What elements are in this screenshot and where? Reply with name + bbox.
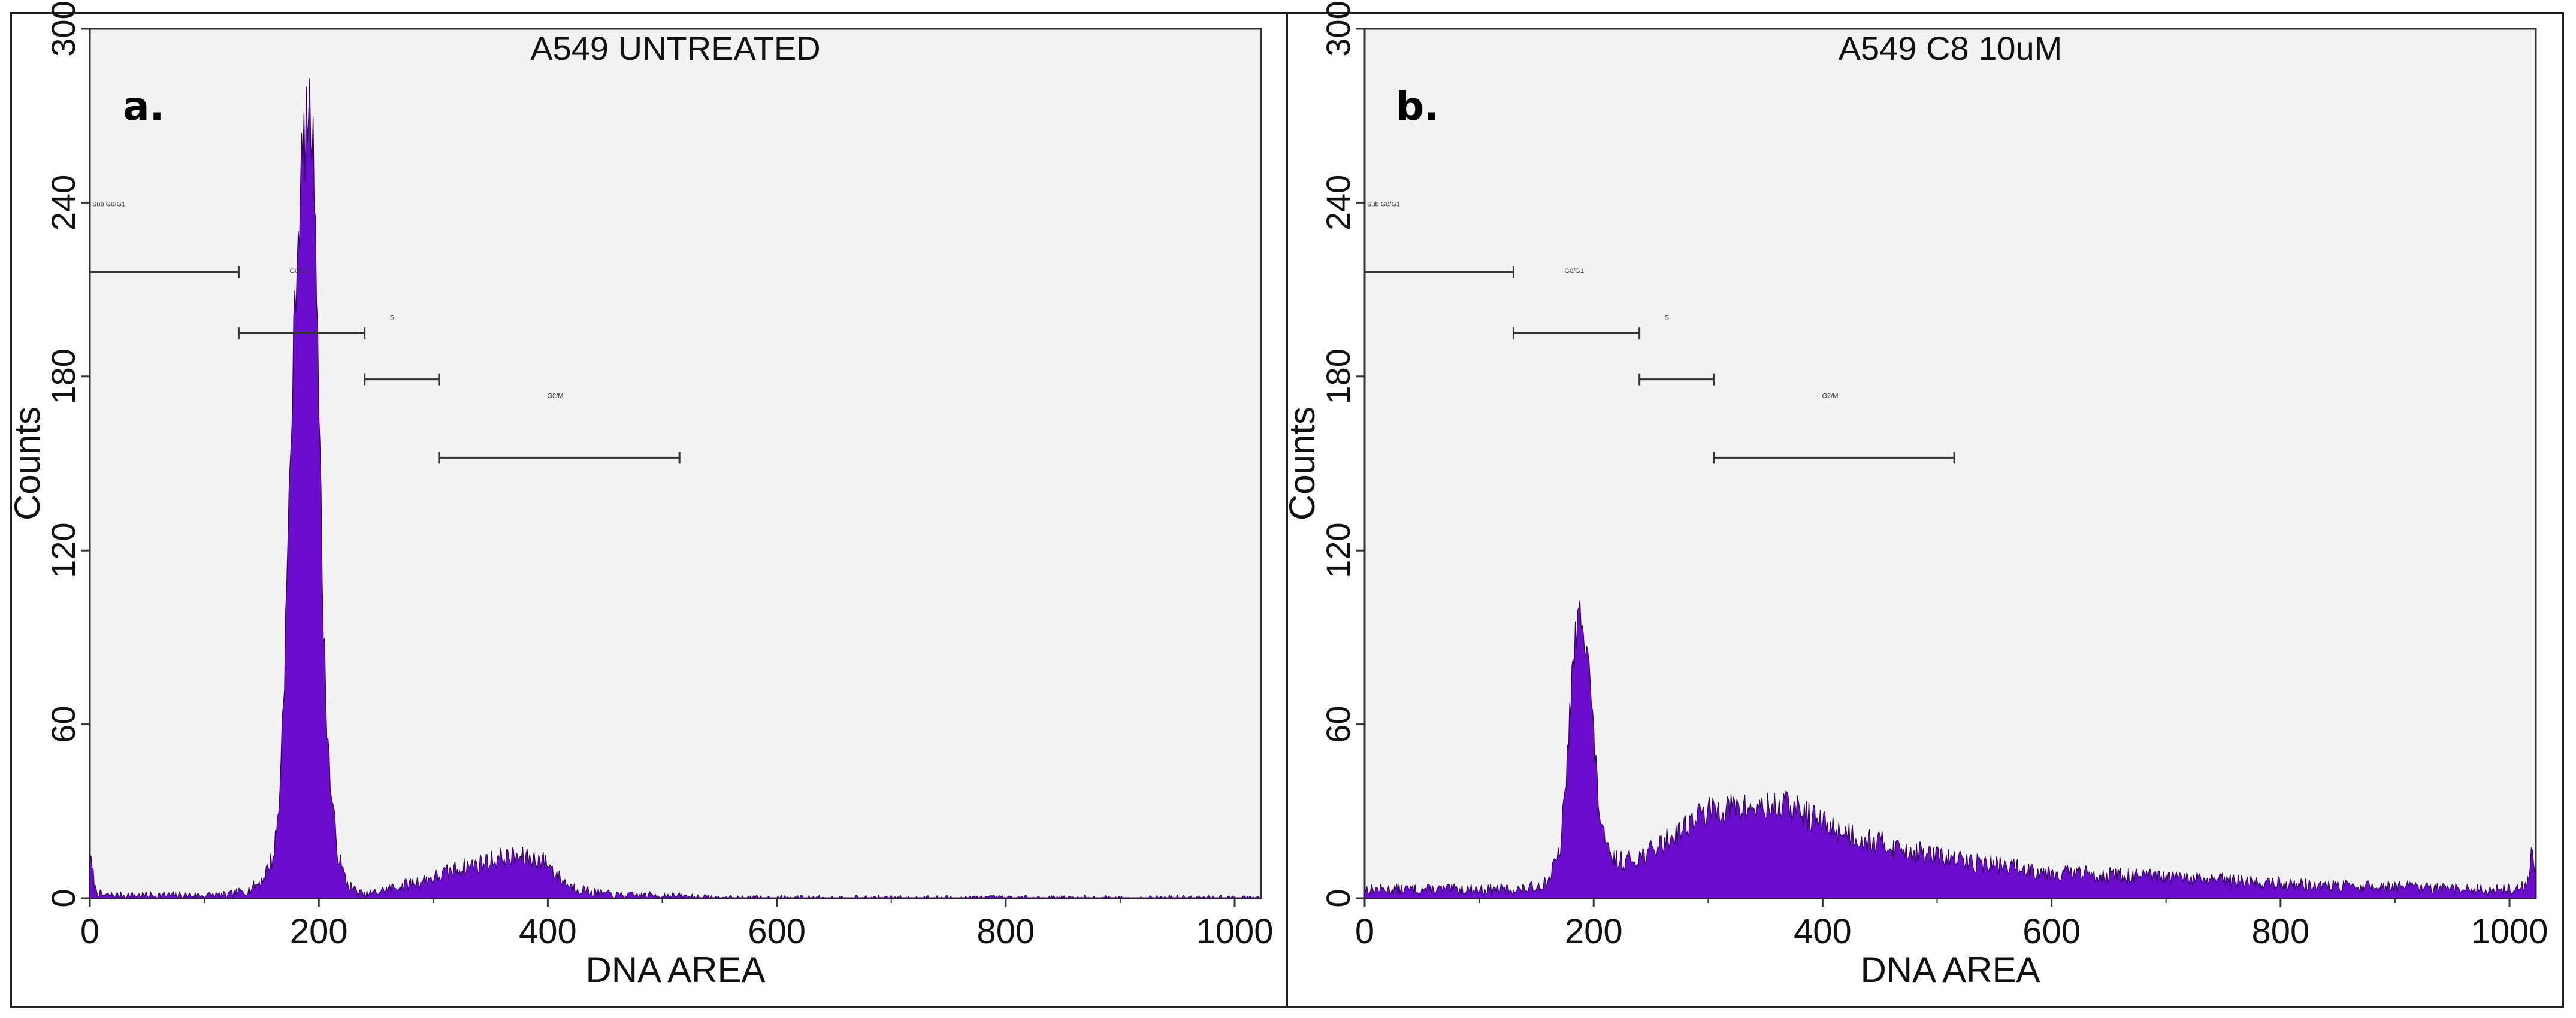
x-tick-label: 400 xyxy=(519,912,577,951)
y-tick-label: 300 xyxy=(1319,1,1357,56)
y-tick-label: 0 xyxy=(44,889,82,907)
gate-label: G0/G1 xyxy=(1565,268,1584,275)
y-tick-label: 0 xyxy=(1319,889,1357,907)
y-tick-label: 60 xyxy=(1319,705,1357,743)
x-tick-label: 200 xyxy=(1565,912,1623,951)
gate-label: G2/M xyxy=(1822,392,1839,399)
histogram-area xyxy=(89,78,1261,900)
x-tick-label: 1000 xyxy=(2471,912,2548,951)
chart-title: A549 C8 10uM xyxy=(1839,29,2063,67)
gate-marker: S xyxy=(1638,314,1715,386)
x-tick-label: 200 xyxy=(290,912,348,951)
plot-area xyxy=(1363,28,2537,899)
x-axis-label: DNA AREA xyxy=(585,950,765,990)
x-tick-label: 600 xyxy=(748,912,806,951)
y-tick-label: 180 xyxy=(1319,349,1357,404)
y-tick-label: 120 xyxy=(44,522,82,578)
plot-area xyxy=(89,28,1262,899)
gate-label: Sub G0/G1 xyxy=(92,201,125,208)
y-tick-label: 240 xyxy=(44,175,82,231)
panel-label: b. xyxy=(1396,83,1439,129)
y-axis-label: Counts xyxy=(7,407,47,520)
chart-title: A549 UNTREATED xyxy=(530,29,820,67)
x-tick-label: 0 xyxy=(1355,912,1374,951)
gate-label: G0/G1 xyxy=(290,268,309,275)
gate-marker: G2/M xyxy=(1713,392,1955,464)
y-axis: 0 60 120 180 240 300 Counts xyxy=(7,1,90,908)
x-tick-label: 800 xyxy=(976,912,1035,951)
gate-marker: G0/G1 xyxy=(1512,268,1641,340)
y-tick-label: 240 xyxy=(1319,175,1357,231)
y-tick-label: 300 xyxy=(44,1,82,56)
y-tick-label: 60 xyxy=(44,705,82,743)
gate-label: S xyxy=(390,314,394,322)
gate-marker: G0/G1 xyxy=(237,268,366,340)
y-axis: 0 60 120 180 240 300 Counts xyxy=(1282,1,1365,908)
x-tick-label: 400 xyxy=(1794,912,1852,951)
gate-label: S xyxy=(1665,314,1669,322)
y-axis-label: Counts xyxy=(1282,407,1322,520)
y-tick-label: 120 xyxy=(1319,522,1357,578)
y-tick-label: 180 xyxy=(44,349,82,404)
x-tick-label: 0 xyxy=(80,912,99,951)
x-axis: 0 200 400 600 800 1000 DNA AREA xyxy=(1355,898,2548,990)
x-tick-label: 1000 xyxy=(1196,912,1274,951)
x-tick-label: 600 xyxy=(2022,912,2081,951)
gate-marker: Sub G0/G1 xyxy=(1363,201,1514,278)
gate-label: G2/M xyxy=(548,392,564,399)
x-axis: 0 200 400 600 800 1000 DNA AREA xyxy=(80,898,1274,990)
gate-marker: G2/M xyxy=(438,392,681,464)
gate-label: Sub G0/G1 xyxy=(1367,201,1400,208)
gate-marker: Sub G0/G1 xyxy=(89,201,240,278)
x-tick-label: 800 xyxy=(2251,912,2309,951)
panel-label: a. xyxy=(123,83,165,129)
histogram-area xyxy=(1364,600,2536,899)
gate-marker: S xyxy=(364,314,440,386)
x-axis-label: DNA AREA xyxy=(1860,950,2040,990)
